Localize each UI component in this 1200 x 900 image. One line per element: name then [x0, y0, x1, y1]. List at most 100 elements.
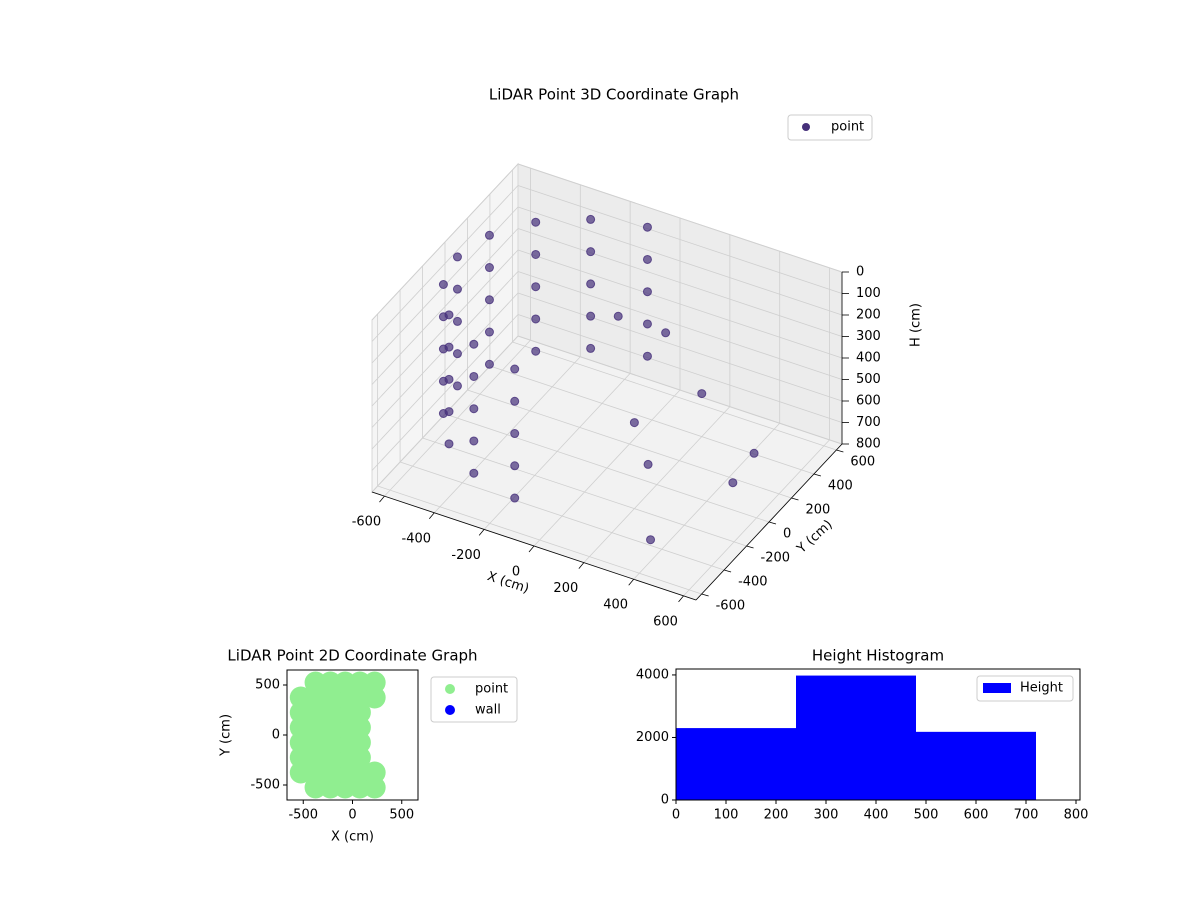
z-tick-label: 800 [856, 437, 881, 452]
grid-line [371, 163, 519, 321]
x-tick-label: 200 [764, 808, 789, 823]
y-tick-label: -200 [761, 551, 791, 566]
y-tick-label: 0 [272, 728, 280, 743]
z-tick-label: 500 [856, 372, 881, 387]
z-axis-label: H (cm) [909, 303, 924, 347]
point [469, 436, 479, 446]
grid-line [517, 185, 843, 294]
point [531, 282, 541, 292]
chart-title: LiDAR Point 2D Coordinate Graph [227, 647, 477, 665]
bar [916, 731, 1036, 800]
x-tick-label: 200 [553, 581, 578, 596]
grid-line [517, 314, 843, 423]
point [586, 311, 596, 321]
x-axis-line [371, 491, 697, 601]
grid-line [517, 271, 843, 380]
x-tick-label: 600 [964, 808, 989, 823]
x-tick-label: -500 [288, 808, 318, 823]
grid-line [422, 437, 747, 547]
y-axis-line [695, 443, 843, 601]
x-tick-label: 800 [1064, 808, 1089, 823]
point [613, 311, 623, 321]
y-tick [791, 497, 799, 501]
point [452, 316, 462, 326]
point [438, 279, 448, 289]
grid-line [517, 163, 843, 273]
y-tick-label: 600 [850, 455, 875, 470]
y-tick-label: -600 [716, 599, 746, 614]
point [697, 389, 707, 399]
grid-line [371, 249, 519, 407]
point [484, 263, 494, 273]
x-tick-label: 500 [389, 808, 414, 823]
x-tick-label: 400 [864, 808, 889, 823]
point [438, 312, 448, 322]
y-tick-label: 400 [828, 479, 853, 494]
point [510, 461, 520, 471]
y-tick-label: 0 [661, 793, 669, 808]
x-axis-label: X (cm) [485, 569, 531, 597]
y-tick-label: 200 [805, 503, 830, 518]
y-tick [746, 545, 754, 549]
point [510, 396, 520, 406]
y-tick-label: 500 [255, 678, 280, 693]
point [728, 478, 738, 488]
point [510, 493, 520, 503]
legend-marker [445, 705, 455, 715]
point [643, 459, 653, 469]
point [469, 404, 479, 414]
y-axis-label: Y (cm) [219, 714, 234, 757]
point [661, 328, 671, 338]
point [646, 535, 656, 545]
x-tick-label: 600 [653, 614, 678, 629]
x-tick-label: -600 [352, 515, 382, 530]
grid-line [517, 228, 843, 337]
grid-line [377, 485, 702, 595]
point [586, 343, 596, 353]
point [363, 761, 386, 784]
point [484, 230, 494, 240]
x-tick-label: 0 [672, 808, 680, 823]
x-tick [578, 562, 585, 569]
z-tick-label: 200 [856, 308, 881, 323]
grid-line [399, 461, 725, 571]
x-axis-label: X (cm) [331, 830, 374, 845]
x-tick-label: 0 [512, 565, 520, 580]
point [444, 439, 454, 449]
y-tick-label: -500 [250, 778, 280, 793]
point [438, 344, 448, 354]
x-tick-label: 300 [814, 808, 839, 823]
y-tick [701, 593, 709, 597]
legend-marker [445, 684, 455, 694]
point [452, 381, 462, 391]
point [438, 376, 448, 386]
legend-marker [983, 683, 1011, 693]
point [452, 252, 462, 262]
y-tick-label: 2000 [636, 730, 669, 745]
points [289, 671, 386, 799]
grid-line [371, 292, 519, 450]
point [749, 448, 759, 458]
z-tick-label: 400 [856, 351, 881, 366]
grid-line [467, 389, 792, 499]
z-tick-label: 100 [856, 286, 881, 301]
x-tick-label: 400 [603, 598, 628, 613]
point [469, 371, 479, 381]
x-tick [429, 512, 435, 520]
y-tick [768, 521, 777, 525]
point [363, 671, 386, 694]
legend-label: Height [1020, 681, 1063, 696]
point [484, 295, 494, 305]
point [510, 429, 520, 439]
bar [796, 675, 916, 800]
point [484, 359, 494, 369]
point [531, 249, 541, 259]
y-tick-label: 4000 [636, 667, 669, 682]
x-tick [379, 495, 385, 503]
y-tick [723, 569, 732, 573]
legend-label: point [475, 682, 508, 697]
plot-frame [675, 668, 1081, 801]
grid-line [517, 249, 843, 359]
legend-label: point [831, 120, 864, 135]
x-tick [678, 595, 684, 603]
